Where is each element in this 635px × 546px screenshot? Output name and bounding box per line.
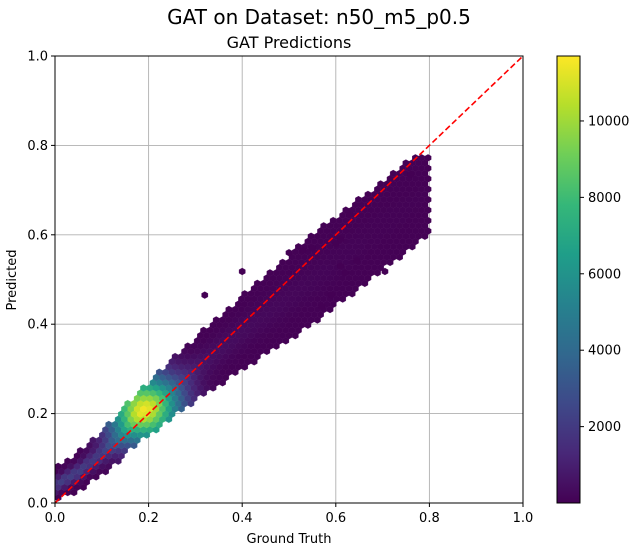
y-tick-label-0: 0.0 bbox=[27, 497, 48, 512]
hex-bin-outlier-3 bbox=[353, 257, 361, 265]
hex-bin-outlier-5 bbox=[332, 240, 340, 248]
colorbar-tick-label-4: 10000 bbox=[588, 114, 629, 129]
hexbin-density bbox=[46, 154, 432, 502]
hex-bin-outlier-10 bbox=[201, 291, 209, 299]
hex-bin-8 bbox=[55, 485, 56, 490]
y-axis-label: Predicted bbox=[5, 249, 20, 310]
x-tick-label-2: 0.4 bbox=[232, 511, 253, 526]
colorbar-gradient bbox=[557, 56, 580, 503]
colorbar-tick-label-0: 2000 bbox=[588, 420, 621, 435]
hex-bin-outlier-0 bbox=[407, 170, 414, 179]
x-tick-label-3: 0.6 bbox=[325, 511, 346, 526]
x-axis-label: Ground Truth bbox=[247, 532, 332, 546]
figure-title: GAT on Dataset: n50_m5_p0.5 bbox=[167, 5, 471, 29]
y-tick-label-5: 1.0 bbox=[27, 50, 48, 65]
hex-bin-outlier-6 bbox=[337, 262, 344, 270]
hex-bin-outlier-2 bbox=[381, 267, 389, 276]
y-axis-ticks: 0.0 0.2 0.4 0.6 0.8 1.0 bbox=[27, 50, 55, 512]
hex-bin-outlier-8 bbox=[327, 291, 335, 299]
colorbar: 2000 4000 6000 8000 10000 bbox=[556, 55, 629, 504]
hex-bin-outlier-14 bbox=[309, 244, 316, 252]
hex-bin-outlier-9 bbox=[318, 302, 326, 310]
colorbar-frame bbox=[556, 55, 581, 504]
hex-bin-outlier-11 bbox=[238, 267, 246, 276]
hex-bin-outlier-12 bbox=[285, 249, 293, 257]
hex-bin-outlier-13 bbox=[299, 246, 307, 255]
hex-bin-outlier-1 bbox=[346, 211, 354, 219]
hex-bin-21 bbox=[55, 474, 56, 479]
x-tick-label-4: 0.8 bbox=[419, 511, 440, 526]
plot-title: GAT Predictions bbox=[227, 33, 352, 52]
x-tick-label-1: 0.2 bbox=[138, 511, 159, 526]
hex-bin-808 bbox=[424, 154, 432, 162]
x-axis-ticks: 0.0 0.2 0.4 0.6 0.8 1.0 bbox=[45, 503, 534, 526]
hex-bin-1 bbox=[55, 495, 56, 500]
x-tick-label-0: 0.0 bbox=[45, 511, 66, 526]
plot-frame bbox=[54, 55, 524, 504]
colorbar-tick-label-3: 8000 bbox=[588, 191, 621, 206]
colorbar-tick-label-2: 6000 bbox=[588, 267, 621, 282]
y-tick-label-1: 0.2 bbox=[27, 407, 48, 422]
hex-bin-3 bbox=[46, 489, 52, 496]
y-tick-label-4: 0.8 bbox=[27, 139, 48, 154]
colorbar-tick-label-1: 4000 bbox=[588, 344, 621, 359]
colorbar-ticks: 2000 4000 6000 8000 10000 bbox=[580, 114, 629, 435]
hex-bin-14 bbox=[46, 479, 52, 486]
y-tick-label-2: 0.4 bbox=[27, 318, 48, 333]
x-tick-label-5: 1.0 bbox=[513, 511, 534, 526]
y-tick-label-3: 0.6 bbox=[27, 228, 48, 243]
hex-bin-outlier-7 bbox=[341, 269, 349, 277]
